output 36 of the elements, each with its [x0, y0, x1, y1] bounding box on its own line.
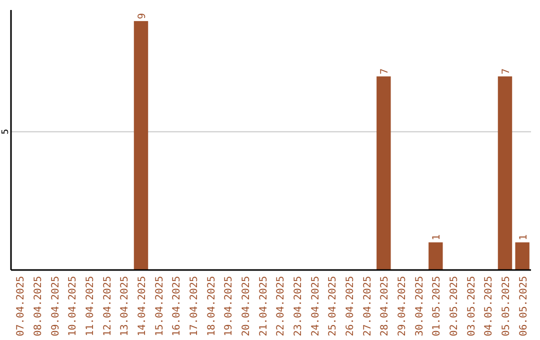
y-tick-label: 5 — [1, 128, 11, 134]
data-label: 1 — [432, 234, 443, 240]
x-tick-label: 01.05.2025 — [432, 276, 443, 336]
x-tick-label: 03.05.2025 — [466, 276, 478, 336]
x-tick-label: 27.04.2025 — [362, 276, 374, 336]
x-tick-label: 13.04.2025 — [120, 276, 131, 336]
x-tick-label: 07.04.2025 — [16, 276, 27, 336]
data-label: 1 — [518, 234, 530, 240]
x-tick-label: 26.04.2025 — [345, 276, 356, 336]
data-label: 7 — [380, 68, 391, 74]
data-label: 9 — [137, 13, 148, 20]
x-tick-label: 02.05.2025 — [449, 276, 460, 336]
x-tick-label: 04.05.2025 — [484, 276, 495, 336]
x-tick-label: 29.04.2025 — [397, 276, 408, 336]
x-tick-label: 05.05.2025 — [501, 276, 512, 336]
x-tick-label: 09.04.2025 — [50, 276, 62, 336]
x-tick-label: 06.05.2025 — [518, 276, 530, 336]
x-tick-label: 18.04.2025 — [206, 276, 218, 336]
x-tick-label: 11.04.2025 — [85, 276, 96, 336]
x-tick-label: 30.04.2025 — [414, 276, 426, 336]
x-tick-label: 14.04.2025 — [137, 276, 148, 336]
x-tick-label: 25.04.2025 — [328, 276, 339, 336]
x-tick-label: 12.04.2025 — [102, 276, 114, 336]
x-tick-label: 28.04.2025 — [380, 276, 391, 336]
x-tick-label: 08.04.2025 — [33, 276, 44, 336]
x-tick-label: 17.04.2025 — [189, 276, 200, 336]
x-tick-label: 19.04.2025 — [224, 276, 235, 336]
x-tick-label: 20.04.2025 — [241, 276, 252, 336]
x-tick-label: 15.04.2025 — [154, 276, 166, 336]
x-tick-label: 16.04.2025 — [172, 276, 183, 336]
x-tick-label: 10.04.2025 — [68, 276, 79, 336]
x-tick-label: 24.04.2025 — [310, 276, 322, 336]
x-tick-label: 21.04.2025 — [258, 276, 270, 336]
data-label: 7 — [501, 68, 512, 74]
x-tick-label: 22.04.2025 — [276, 276, 287, 336]
x-tick-label: 23.04.2025 — [293, 276, 304, 336]
